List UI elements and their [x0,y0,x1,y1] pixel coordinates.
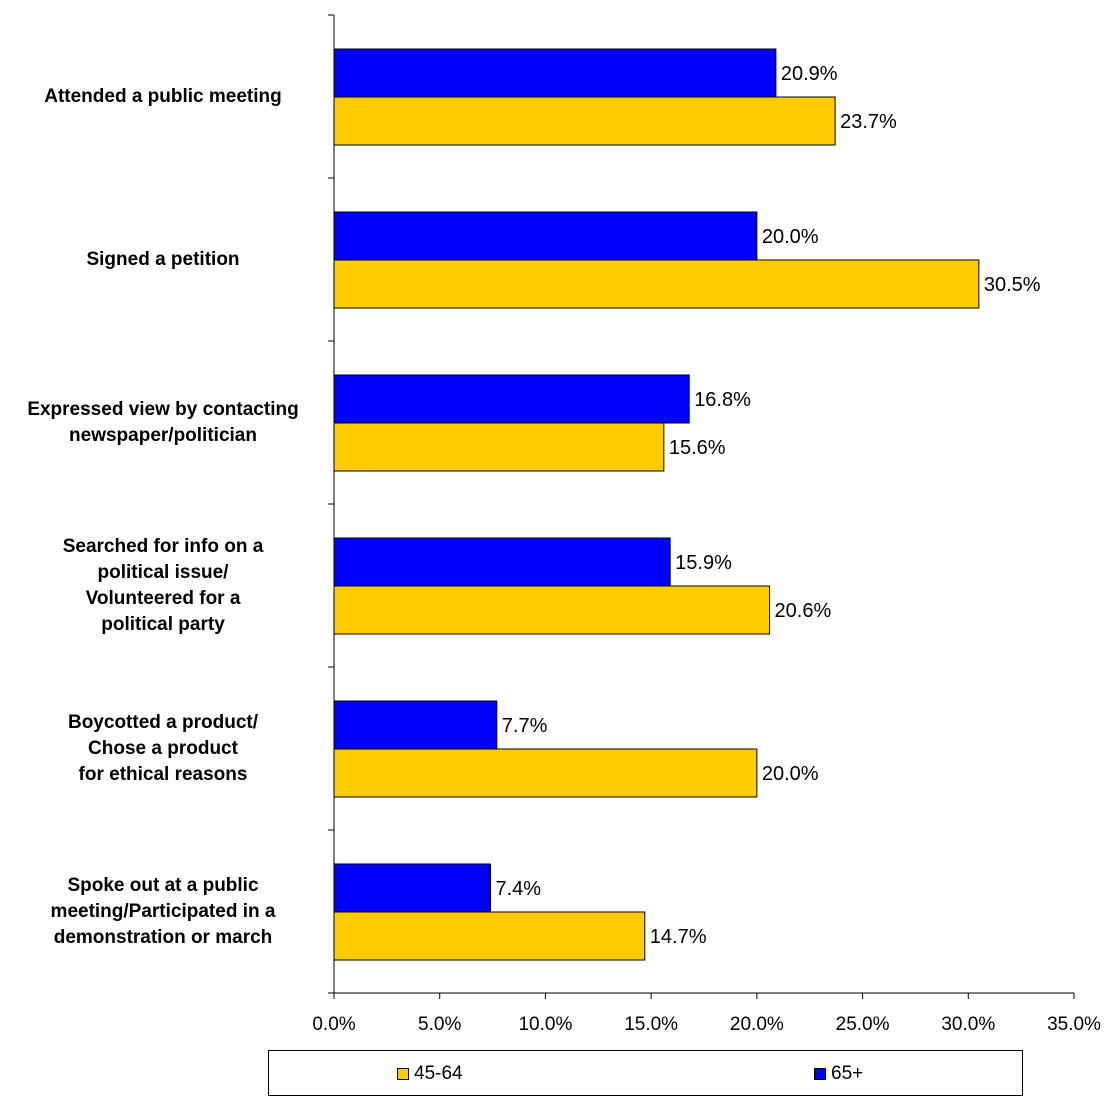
category-label-4: Boycotted a product/Chose a product for e… [8,710,318,788]
bar-65plus-0 [333,48,777,98]
x-tick-label-0: 0.0% [312,1014,355,1035]
x-tick-label-1: 5.0% [418,1014,461,1035]
data-label-45-64-5: 14.7% [650,926,707,948]
category-label-line: Signed a petition [86,248,240,270]
bar-65plus-5 [333,863,491,913]
bar-45-64-1 [333,259,980,309]
category-label-line: political party [101,613,225,635]
category-label-line: Searched for info on a [62,535,264,557]
chart-plot: 20.9% 23.7% 20.0% 30.5% 16.8% 15.6% 15.9% 20.6%… [312,14,1101,1035]
category-label-line: Chose a product [88,737,238,759]
legend-label-65plus: 65+ [831,1063,864,1084]
category-label-line: meeting/Participated in a [50,900,276,922]
data-label-45-64-0: 23.7% [840,111,897,133]
data-label-65plus-4: 7.7% [502,715,548,737]
bar-45-64-4 [333,748,758,798]
x-tick-label-4: 20.0% [730,1014,784,1035]
bar-45-64-0 [333,96,836,146]
legend-swatch-45-64 [397,1068,409,1080]
legend-item-45-64: 45-64 [397,1063,463,1085]
category-label-2: Expressed view by contacting newspaper/po… [8,397,318,449]
legend-item-65plus: 65+ [814,1063,863,1085]
category-label-1: Signed a petition [8,247,318,273]
bar-45-64-3 [333,585,771,635]
legend: 45-64 65+ [268,1050,1023,1096]
category-label-0: Attended a public meeting [8,84,318,110]
category-label-line: Boycotted a product/ [67,711,258,733]
bar-45-64-2 [333,422,665,472]
x-tick-label-6: 30.0% [941,1014,995,1035]
bar-65plus-1 [333,211,758,261]
data-label-45-64-4: 20.0% [762,763,819,785]
category-label-line: for ethical reasons [78,763,248,785]
data-label-65plus-1: 20.0% [762,226,819,248]
category-label-line: newspaper/politician [69,424,257,446]
category-label-line: Volunteered for a [85,587,241,609]
data-label-65plus-0: 20.9% [781,63,838,85]
category-label-line: Expressed view by contacting [27,398,299,420]
x-tick-label-7: 35.0% [1047,1014,1101,1035]
bar-65plus-4 [333,700,498,750]
category-label-line: demonstration or march [53,926,273,948]
data-label-45-64-1: 30.5% [984,274,1041,296]
legend-label-45-64: 45-64 [414,1063,463,1084]
category-label-5: Spoke out at a public meeting/Participate… [8,873,318,951]
bar-65plus-3 [333,537,671,587]
category-label-line: Attended a public meeting [44,85,282,107]
data-label-65plus-5: 7.4% [495,878,541,900]
data-label-65plus-3: 15.9% [675,552,732,574]
data-label-45-64-3: 20.6% [775,600,832,622]
x-tick-label-3: 15.0% [624,1014,678,1035]
category-label-3: Searched for info on a political issue/Vo… [8,534,318,638]
x-tick-label-5: 25.0% [836,1014,890,1035]
category-label-line: political issue/ [97,561,229,583]
bar-45-64-5 [333,911,646,961]
data-label-65plus-2: 16.8% [694,389,751,411]
category-label-line: Spoke out at a public [67,874,259,896]
data-label-45-64-2: 15.6% [669,437,726,459]
bar-65plus-2 [333,374,690,424]
legend-swatch-65plus [814,1068,826,1080]
x-tick-label-2: 10.0% [518,1014,572,1035]
